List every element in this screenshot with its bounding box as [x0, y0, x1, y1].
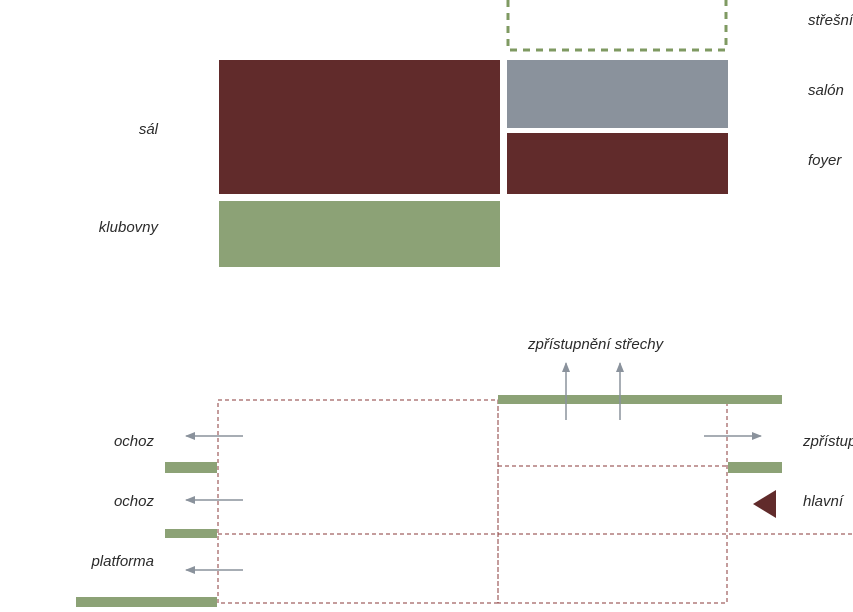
- ochoz-1-bar: [165, 462, 217, 473]
- roof-access-bar: [498, 395, 782, 404]
- label-sal: sál: [138, 121, 158, 138]
- label-stresni: střešní: [808, 12, 853, 29]
- green-bars: [76, 395, 782, 607]
- label-foyer: foyer: [808, 152, 842, 169]
- stresni-dashed-outline: [506, 0, 728, 52]
- platforma-bar: [76, 597, 217, 607]
- zpristupneni-right-bar: [728, 462, 782, 473]
- salon-block: [507, 60, 728, 128]
- klubovny-block: [219, 201, 500, 267]
- label-klubovny: klubovny: [98, 219, 158, 236]
- label-salon: salón: [808, 82, 844, 99]
- label-ochoz-1: ochoz: [113, 433, 154, 450]
- entrance-triangle-icon: [753, 490, 776, 518]
- label-ochoz-2: ochoz: [113, 493, 154, 510]
- label-zpristupneni-strechy: zpřístupnění střechy: [528, 336, 664, 353]
- label-zpristupneni-right: zpřístupnění: [803, 433, 853, 450]
- foyer-block: [507, 133, 728, 194]
- ochoz-2-bar: [165, 529, 217, 538]
- label-hlavni: hlavní: [803, 493, 844, 510]
- label-platforma: platforma: [91, 553, 154, 570]
- sal-block: [219, 60, 500, 194]
